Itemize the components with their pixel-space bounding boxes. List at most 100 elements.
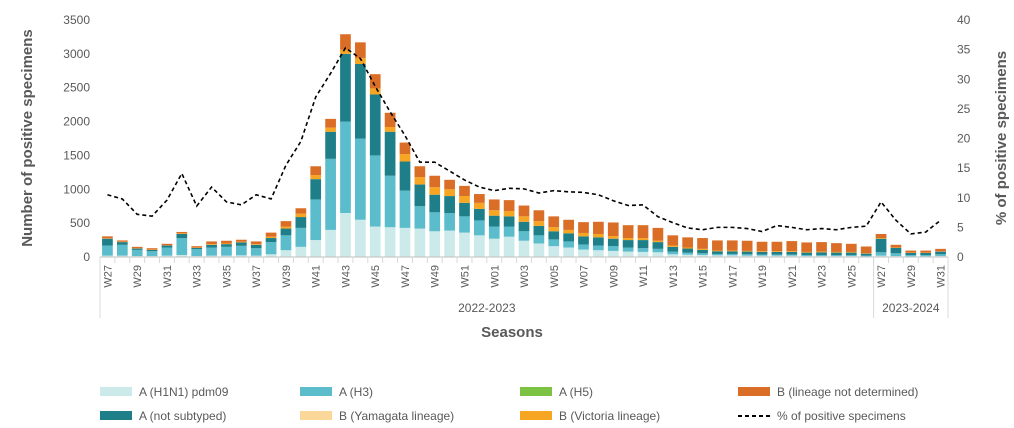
bar-segment	[578, 249, 589, 257]
x-axis: W27 W29 W31 W33 W35 W37 W39 W41 W43 W45 W47 W49 W51 W…	[99, 256, 949, 318]
bar-segment	[801, 252, 813, 255]
bar-segment	[771, 251, 783, 252]
bar-segment	[622, 247, 634, 252]
bar-segment	[548, 216, 560, 228]
bar-segment	[548, 239, 560, 247]
bar-segment	[563, 233, 574, 242]
bar-segment	[518, 231, 530, 241]
bar-segment	[935, 255, 946, 257]
bar-segment	[875, 238, 887, 239]
bar-segment	[890, 244, 902, 248]
legend-label: A (H5)	[559, 385, 593, 399]
x-tick-label: W25	[846, 265, 858, 288]
bar-segment	[429, 212, 441, 232]
bar-segment	[563, 247, 574, 257]
bar-segment	[176, 238, 188, 255]
x-tick-label: W33	[192, 265, 204, 288]
bar-segment	[831, 251, 842, 253]
bar-segment	[235, 242, 247, 246]
bar-segment	[265, 242, 277, 255]
bar-segment	[578, 236, 589, 245]
bar-segment	[310, 199, 322, 241]
bar-segment	[474, 194, 485, 203]
bar-segment	[369, 226, 381, 257]
bar-segment	[697, 238, 708, 249]
bar-segment	[474, 220, 485, 236]
bar-segment	[935, 248, 946, 252]
bar-segment	[191, 247, 203, 250]
y2-tick-label: 40	[957, 13, 971, 27]
bar-segment	[102, 255, 113, 257]
bar-segment	[503, 200, 515, 211]
bar-segment	[726, 253, 738, 256]
bar-segment	[503, 226, 515, 237]
x-tick-label: W35	[221, 265, 233, 288]
bar-segment	[310, 175, 322, 180]
bar-segment	[429, 187, 441, 195]
bar-segment	[102, 245, 113, 256]
bar-segment	[786, 254, 798, 256]
legend-label: A (not subtyped)	[139, 409, 226, 423]
bar-segment	[712, 253, 723, 256]
bar-segment	[414, 228, 426, 257]
bar-segment	[533, 210, 545, 222]
bar-segment	[578, 232, 589, 237]
y-tick-label: 3000	[63, 47, 90, 61]
bar-segment	[310, 166, 322, 176]
bar-segment	[667, 245, 679, 247]
bar-segment	[756, 251, 768, 255]
bar-segment	[325, 229, 336, 257]
bar-segment	[340, 121, 351, 213]
bar-segment	[310, 240, 322, 257]
bar-segment	[384, 131, 396, 176]
bar-segment	[831, 252, 842, 255]
bar-segment	[786, 241, 798, 252]
legend-swatch	[738, 387, 770, 396]
y-tick-label: 3500	[63, 13, 90, 27]
bar-segment	[860, 246, 872, 254]
bar-segment	[845, 251, 857, 253]
x-tick-label: W43	[340, 265, 352, 288]
bar-segment	[875, 255, 887, 257]
legend-swatch	[520, 387, 552, 396]
bar-segment	[801, 255, 813, 257]
bar-segment	[801, 242, 813, 252]
bar-segment	[920, 250, 932, 253]
bar-segment	[384, 175, 396, 228]
x-tick-label: W15	[698, 265, 710, 288]
bar-segment	[652, 242, 664, 249]
bar-segment	[474, 235, 485, 257]
bar-segment	[771, 251, 783, 255]
x-tick-label: W05	[549, 265, 561, 288]
bar-segment	[250, 244, 262, 245]
bar-segment	[414, 206, 426, 229]
legend-label: B (Yamagata lineage)	[339, 409, 454, 423]
bar-segment	[280, 221, 292, 227]
bars	[102, 34, 946, 257]
y-tick-label: 1500	[63, 148, 90, 162]
bar-segment	[191, 246, 203, 248]
y-tick-label: 2500	[63, 81, 90, 95]
bar-segment	[295, 208, 307, 214]
bar-segment	[146, 249, 158, 252]
bar-segment	[355, 64, 366, 139]
bar-segment	[116, 255, 128, 257]
bar-segment	[444, 230, 455, 257]
bar-segment	[712, 240, 723, 251]
x-tick-label: W41	[311, 265, 323, 288]
x-tick-label: W11	[638, 265, 650, 287]
x-tick-label: W31	[162, 265, 174, 288]
bar-segment	[369, 74, 381, 89]
bar-segment	[518, 221, 530, 232]
bar-segment	[235, 241, 247, 243]
bar-segment	[102, 236, 113, 239]
legend-swatch	[300, 411, 332, 420]
bar-segment	[488, 215, 500, 227]
y2-tick-label: 5	[957, 220, 964, 234]
season-label: 2023-2024	[882, 301, 940, 315]
bar-segment	[771, 241, 783, 252]
bar-segment	[518, 240, 530, 257]
bar-segment	[890, 253, 902, 256]
x-tick-label: W27	[102, 265, 114, 288]
bar-segment	[384, 112, 396, 127]
